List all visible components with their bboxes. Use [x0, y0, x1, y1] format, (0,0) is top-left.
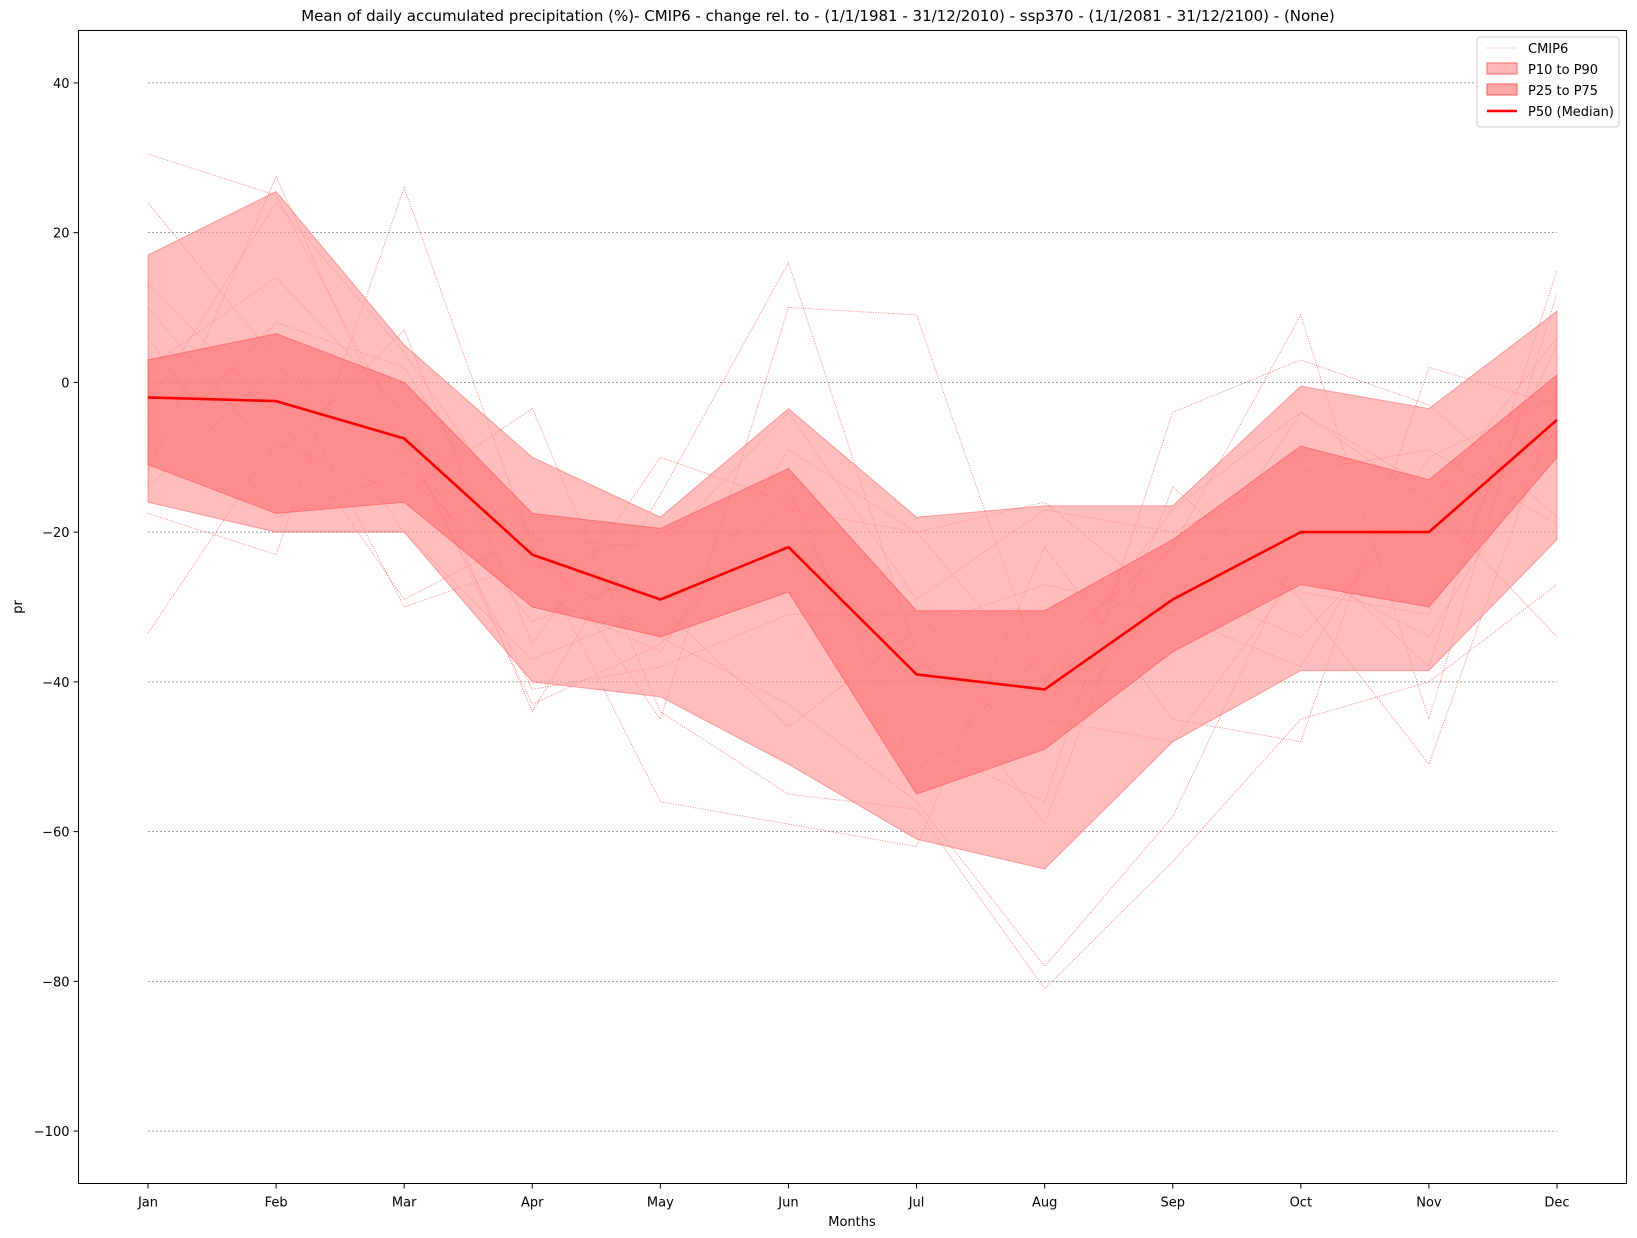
x-tick-label: Oct — [1290, 1196, 1312, 1211]
y-axis-label: pr — [11, 600, 26, 614]
p10-p90-band — [147, 190, 1558, 870]
legend-p25-p75-label: P25 to P75 — [1528, 84, 1598, 99]
legend-p25-p75-swatch — [1486, 83, 1518, 96]
y-tick-label: −40 — [42, 676, 69, 691]
x-tick-label: May — [647, 1196, 674, 1211]
y-tick-label: −60 — [42, 826, 69, 841]
x-tick-label: Jan — [137, 1196, 158, 1211]
y-tick-label: −100 — [34, 1125, 70, 1140]
x-tick-label: Jun — [777, 1196, 798, 1211]
y-axis: 40 20 0 −20 −40 −60 −80 −100 — [34, 77, 79, 1140]
x-tick-label: Mar — [392, 1196, 417, 1211]
x-tick-label: Sep — [1160, 1196, 1185, 1211]
plot-frame — [78, 30, 1627, 1184]
legend-p10-p90-swatch — [1486, 62, 1518, 75]
x-axis-label: Months — [828, 1215, 876, 1230]
x-tick-label: Apr — [521, 1196, 544, 1211]
legend: CMIP6 P10 to P90 P25 to P75 P50 (Median) — [1476, 36, 1620, 128]
x-tick-label: Aug — [1032, 1196, 1057, 1211]
median-line-group — [147, 396, 1558, 691]
y-tick-label: 0 — [61, 376, 69, 391]
legend-p50-label: P50 (Median) — [1528, 105, 1614, 120]
legend-box — [1476, 36, 1620, 128]
x-tick-label: Nov — [1416, 1196, 1442, 1211]
legend-p10-p90-label: P10 to P90 — [1528, 63, 1598, 78]
x-axis: Jan Feb Mar Apr May Jun Jul Aug Sep Oct Nov Dec — [137, 1183, 1570, 1211]
y-tick-label: −80 — [42, 975, 69, 990]
chart-title: Mean of daily accumulated precipitation … — [301, 7, 1335, 25]
y-tick-label: 40 — [53, 77, 70, 92]
p50-median-line — [147, 396, 1558, 691]
y-tick-label: 20 — [53, 227, 70, 242]
p25-p75-band — [147, 333, 1558, 795]
x-tick-label: Jul — [908, 1196, 925, 1211]
percentile-bands — [147, 190, 1558, 870]
cmip6-model-line — [147, 186, 1558, 848]
x-tick-label: Feb — [265, 1196, 288, 1211]
x-tick-label: Dec — [1544, 1196, 1569, 1211]
y-tick-label: −20 — [42, 526, 69, 541]
legend-cmip6-label: CMIP6 — [1528, 42, 1568, 57]
